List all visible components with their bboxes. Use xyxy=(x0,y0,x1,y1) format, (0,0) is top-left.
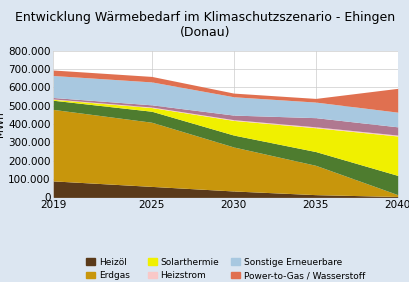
Text: Entwicklung Wärmebedarf im Klimaschutzszenario - Ehingen
(Donau): Entwicklung Wärmebedarf im Klimaschutzsz… xyxy=(15,11,394,39)
Y-axis label: MWh: MWh xyxy=(0,111,5,137)
Legend: Heizöl, Erdgas, Biomasse, Solarthermie, Heizstrom, Umweltwärme, Sonstige Erneuer: Heizöl, Erdgas, Biomasse, Solarthermie, … xyxy=(86,258,364,282)
